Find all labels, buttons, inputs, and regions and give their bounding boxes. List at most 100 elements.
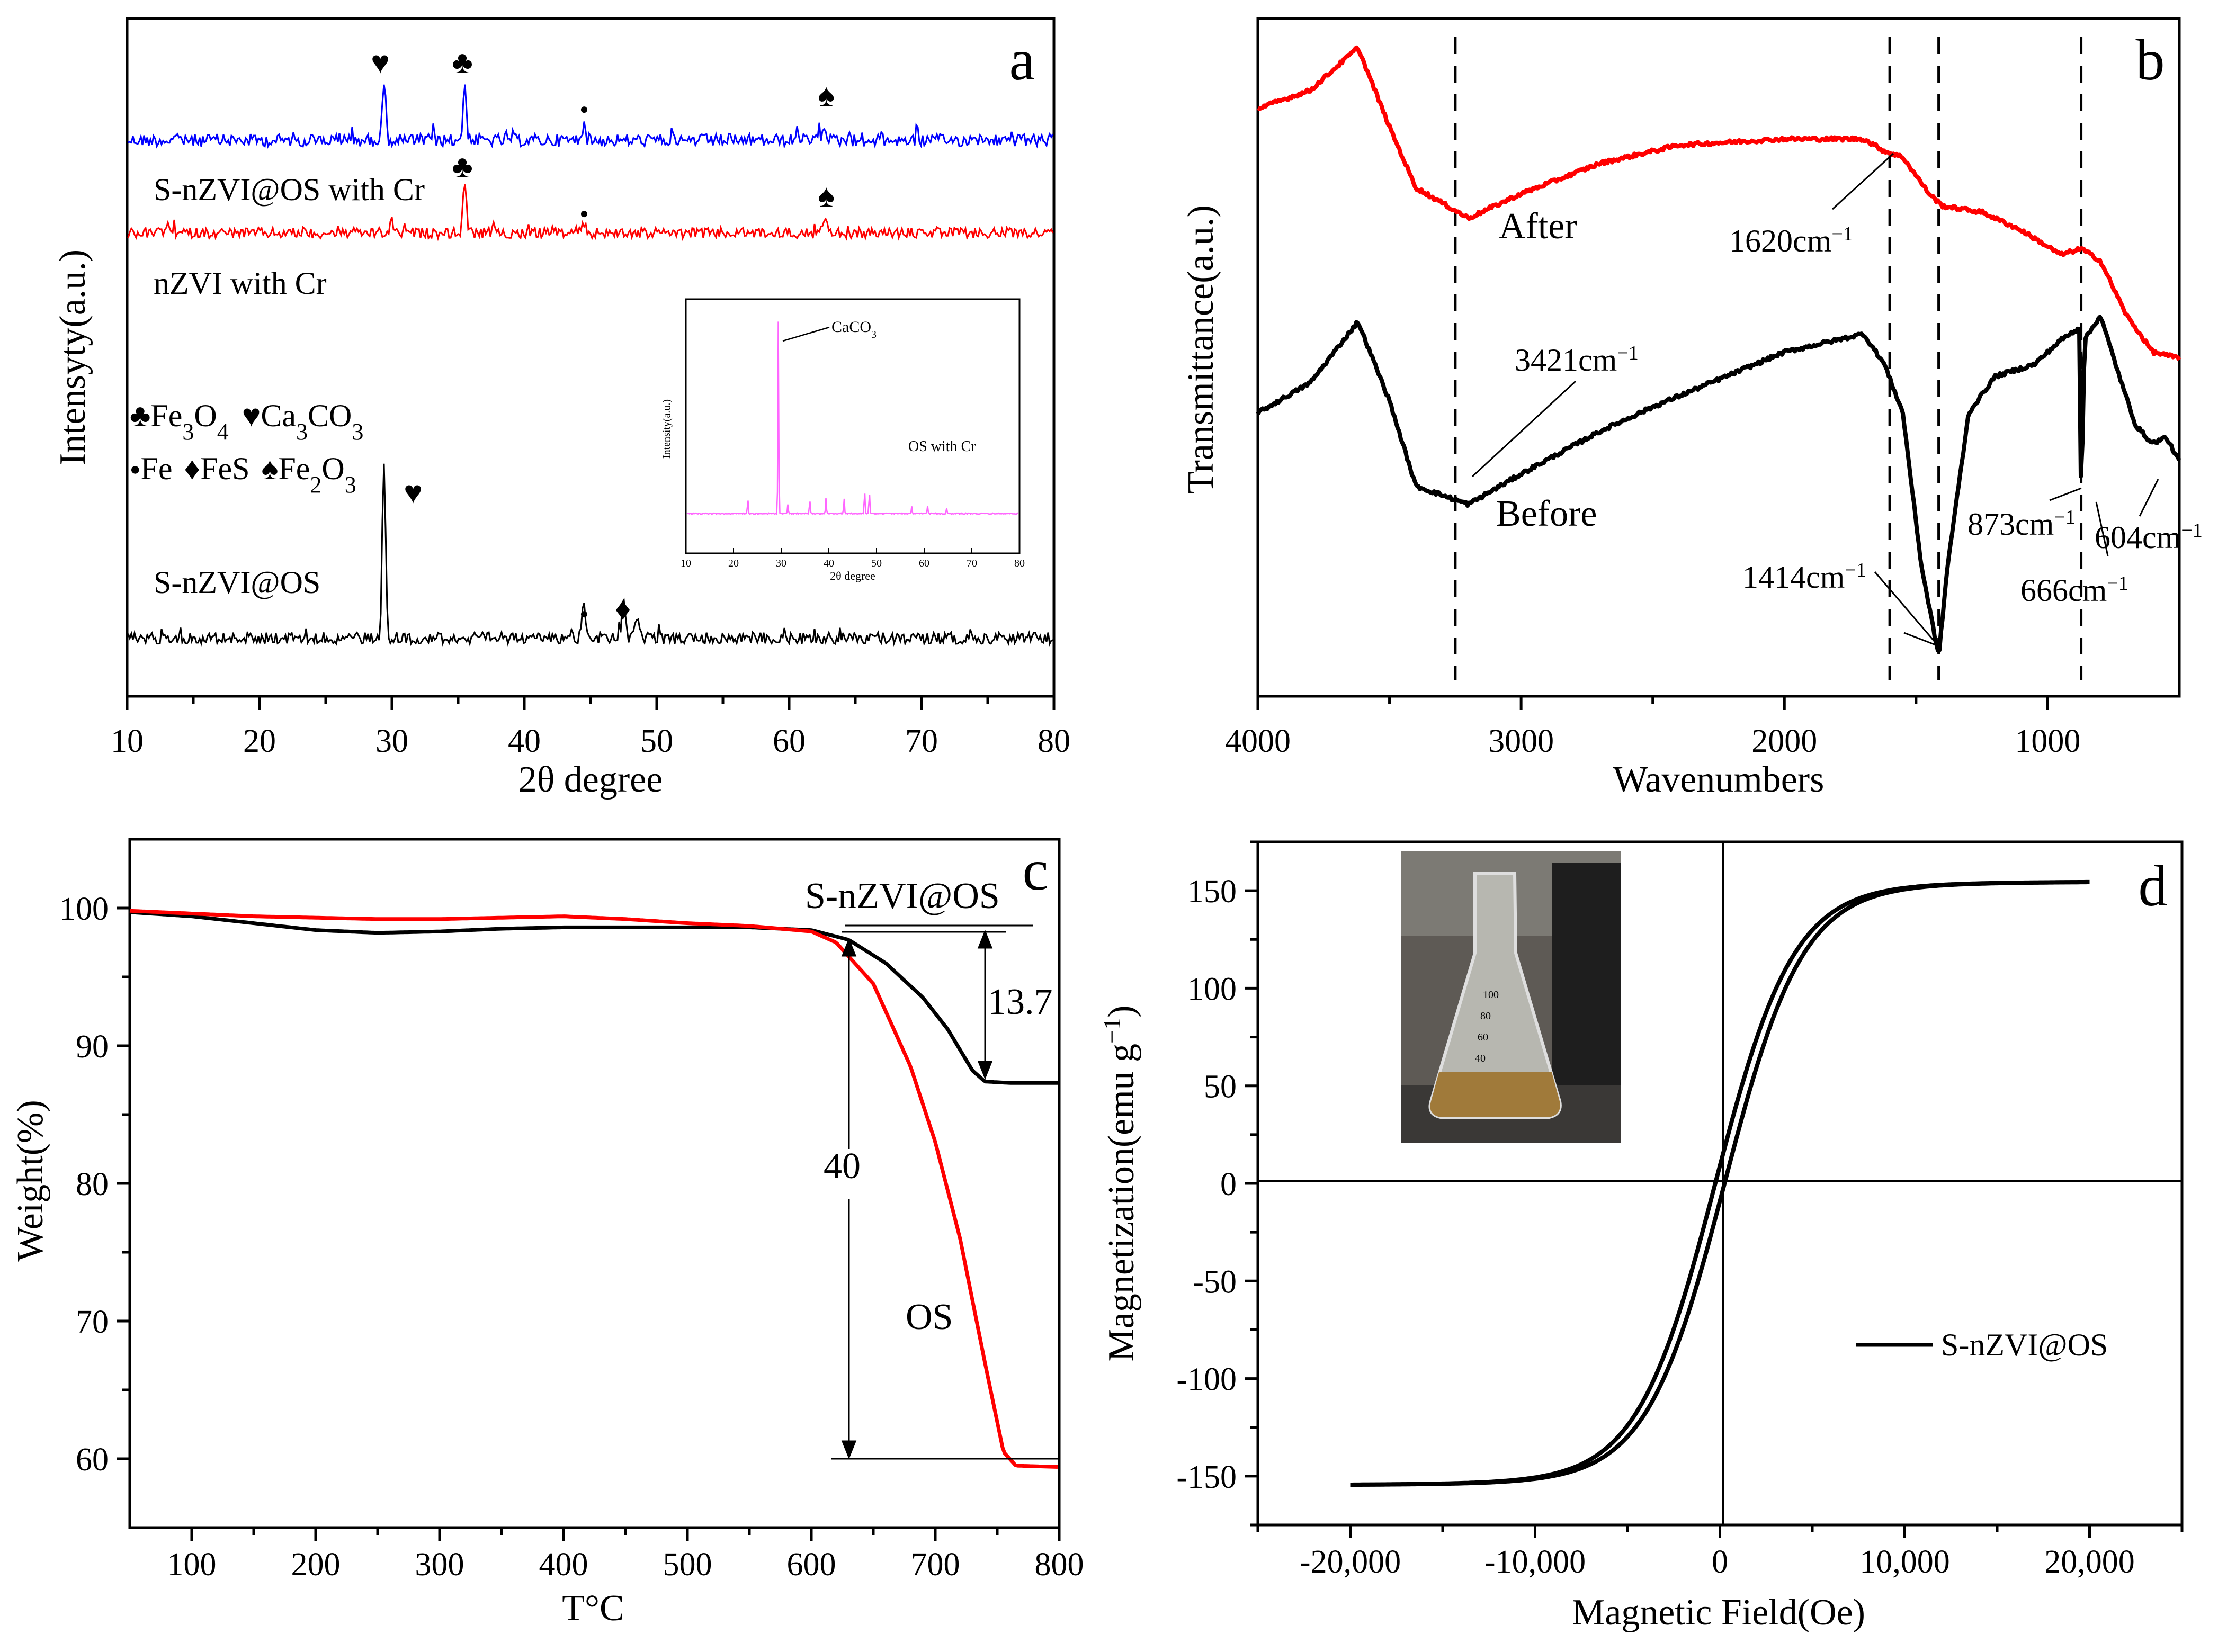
spade-marker: ♠ — [818, 78, 835, 113]
arrowhead-40-top — [841, 937, 857, 957]
flask-graduation-100: 100 — [1483, 989, 1499, 1001]
x-tick-label: 30 — [375, 723, 408, 759]
y-tick-label: 150 — [1187, 874, 1237, 910]
x-tick-label: 50 — [640, 723, 673, 759]
dot-marker: ● — [580, 205, 589, 222]
y-tick-label: 50 — [1204, 1069, 1237, 1105]
arrowhead-40-bottom — [841, 1440, 857, 1460]
x-tick-label: 400 — [539, 1547, 588, 1583]
panel-a-letter: a — [1009, 28, 1035, 92]
y-tick-label: 60 — [76, 1442, 109, 1478]
arrowhead-13-7-top — [977, 929, 993, 949]
panel-a-x-label: 2θ degree — [518, 759, 663, 800]
x-tick-label: 20 — [243, 723, 276, 759]
x-tick-label: 80 — [1038, 723, 1070, 759]
series-after — [1257, 45, 2181, 361]
label-os-tga: OS — [906, 1297, 953, 1337]
panel-c-ticks: 100 200 300 400 500 600 700 800 60 70 80 90 100 — [59, 891, 1084, 1583]
inset-caco3-label: CaCO3 — [831, 318, 877, 340]
label-nzvi-with-cr: nZVI with Cr — [154, 266, 327, 301]
panel-b-x-ticks: 4000 3000 2000 1000 — [1225, 696, 2080, 759]
x-tick-label: 40 — [508, 723, 541, 759]
x-tick-label: 1000 — [2015, 723, 2080, 759]
arrow-3421 — [1471, 380, 1577, 478]
label-s-nzvi-os: S-nZVI@OS — [154, 565, 320, 600]
label-weight-loss-40: 40 — [824, 1146, 861, 1187]
x-tick-label: 200 — [291, 1547, 341, 1583]
inset-series-os-with-cr — [686, 321, 1018, 516]
x-tick-label: 60 — [773, 723, 806, 759]
inset-x-tick-label: 80 — [1014, 558, 1025, 569]
panel-b-letter: b — [2136, 28, 2165, 92]
panel-d-x-label: Magnetic Field(Oe) — [1572, 1592, 1865, 1633]
inset-frame — [685, 298, 1021, 554]
y-tick-label: -100 — [1176, 1362, 1237, 1398]
x-tick-label: 300 — [415, 1547, 464, 1583]
anno-1414: 1414cm−1 — [1742, 559, 1866, 595]
heart-marker: ♥ — [371, 45, 390, 80]
label-s-nzvi-os-tga: S-nZVI@OS — [805, 876, 1000, 917]
inset-x-tick-label: 40 — [824, 558, 834, 569]
panel-c-frame — [128, 838, 1061, 1529]
inset-x-tick-label: 50 — [871, 558, 882, 569]
label-weight-loss-13-7: 13.7 — [988, 982, 1053, 1022]
inset-x-tick-label: 10 — [681, 558, 691, 569]
y-tick-label: 100 — [1187, 971, 1237, 1007]
y-tick-label: 70 — [76, 1304, 109, 1340]
anno-3421: 3421cm−1 — [1515, 342, 1639, 378]
inset-y-label: Intensity(a.u.) — [661, 399, 673, 459]
x-tick-label: 70 — [905, 723, 938, 759]
club-marker: ♣ — [452, 149, 472, 184]
x-tick-label: 4000 — [1225, 723, 1291, 759]
anno-666: 666cm−1 — [2020, 572, 2128, 608]
arrow-1620 — [1831, 152, 1894, 210]
inset-x-tick-label: 70 — [967, 558, 977, 569]
panel-c-x-label: T°C — [562, 1588, 624, 1629]
panel-b-y-label: Transmittance(a.u.) — [1180, 205, 1221, 494]
y-tick-label: 80 — [76, 1166, 109, 1202]
x-tick-label: 800 — [1035, 1547, 1084, 1583]
arrow-873 — [2049, 487, 2082, 501]
phase-legend-line-2: ●Fe ♦FeS ♠Fe2O3 — [130, 451, 356, 498]
phase-legend-line-1: ♣Fe3O4 ♥Ca3CO3 — [130, 398, 363, 445]
inset-os-with-cr: 10 20 30 40 50 60 70 80 CaCO3 OS with Cr Intens… — [661, 298, 1025, 582]
arrow-1414-b — [1903, 632, 1939, 647]
x-tick-label: 10 — [111, 723, 144, 759]
inset-x-tick-label: 60 — [919, 558, 929, 569]
panel-a-y-label: Intensyty(a.u.) — [52, 249, 93, 465]
anno-604: 604cm−1 — [2095, 519, 2203, 555]
flask-photo: 100 80 60 40 — [1401, 851, 1621, 1143]
x-tick-label: -20,000 — [1300, 1544, 1401, 1580]
y-tick-label: -150 — [1176, 1459, 1237, 1495]
x-tick-label: 10,000 — [1859, 1544, 1950, 1580]
y-tick-label: 90 — [76, 1029, 109, 1065]
series-os-tga — [129, 909, 1058, 1469]
panel-b-annotation-arrows — [1471, 152, 2159, 647]
panel-d-letter: d — [2139, 854, 2168, 918]
panel-b-ftir: 4000 3000 2000 1000 Wavenumbers Transmittan… — [1180, 17, 2203, 800]
flask-liquid — [1430, 1072, 1560, 1117]
panel-d-ticks: -20,000 -10,000 0 10,000 20,000 -150 -100 -50 0 5… — [1176, 840, 2184, 1580]
panel-c-y-label: Weight(%) — [10, 1100, 51, 1261]
inset-x-label: 2θ degree — [830, 569, 875, 582]
label-s-nzvi-os-with-cr: S-nZVI@OS with Cr — [154, 172, 425, 207]
hysteresis-branch-descending — [1350, 879, 2090, 1487]
club-marker: ♣ — [452, 45, 472, 80]
x-tick-label: 500 — [663, 1547, 712, 1583]
series-before — [1256, 315, 2181, 653]
series-s-nzvi-os-tga — [129, 910, 1058, 1085]
flask-graduation-40: 40 — [1475, 1053, 1486, 1064]
arrow-666 — [2095, 501, 2109, 556]
heart-marker: ♥ — [404, 475, 423, 510]
panel-b-x-label: Wavenumbers — [1613, 759, 1825, 800]
x-tick-label: 600 — [787, 1547, 836, 1583]
label-before: Before — [1496, 493, 1597, 534]
panel-a-x-ticks: 10 20 30 40 50 60 70 80 — [111, 696, 1070, 759]
anno-1620: 1620cm−1 — [1729, 223, 1853, 258]
inset-x-tick-label: 30 — [776, 558, 786, 569]
x-tick-label: 700 — [911, 1547, 960, 1583]
flask-graduation-60: 60 — [1478, 1031, 1488, 1043]
panel-c-letter: c — [1023, 838, 1049, 902]
legend-label-s-nzvi-os: S-nZVI@OS — [1941, 1327, 2108, 1362]
